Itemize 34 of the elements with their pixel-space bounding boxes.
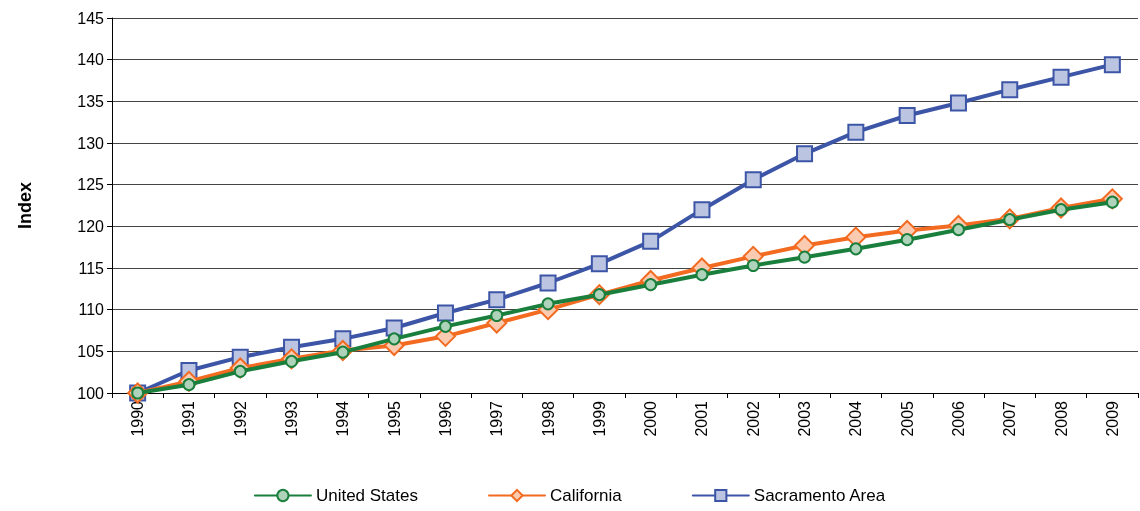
x-tick-label: 1993 xyxy=(283,400,301,437)
y-tick-label: 135 xyxy=(77,92,105,110)
y-tick-label: 145 xyxy=(77,9,105,27)
y-tick-label: 105 xyxy=(77,342,105,360)
x-tick-label: 1994 xyxy=(334,400,352,437)
x-tick-label: 2006 xyxy=(949,400,967,437)
x-tick-label: 2003 xyxy=(796,400,814,437)
y-tick-label: 130 xyxy=(77,134,105,152)
y-tick-label: 140 xyxy=(77,51,105,69)
y-tick-label: 115 xyxy=(78,259,105,277)
legend-label: California xyxy=(549,486,623,505)
x-tick-label: 1995 xyxy=(385,400,403,437)
y-axis-title: Index xyxy=(15,181,35,230)
y-tick-label: 110 xyxy=(78,301,105,319)
x-tick-label: 1998 xyxy=(539,400,557,437)
x-tick-label: 2002 xyxy=(744,400,762,437)
x-tick-label: 1990 xyxy=(129,400,147,437)
x-tick-label: 2008 xyxy=(1052,400,1070,437)
x-tick-label: 1997 xyxy=(488,400,506,437)
x-tick-label: 2005 xyxy=(898,400,916,437)
y-tick-label: 125 xyxy=(77,176,105,194)
y-tick-label: 120 xyxy=(77,217,105,235)
y-tick-label: 100 xyxy=(77,384,105,402)
x-tick-label: 1996 xyxy=(436,400,454,437)
x-tick-label: 2009 xyxy=(1103,400,1121,437)
x-tick-label: 2001 xyxy=(693,400,711,437)
x-tick-label: 2007 xyxy=(1001,400,1019,437)
x-tick-label: 1992 xyxy=(231,400,249,437)
legend-label: Sacramento Area xyxy=(753,486,886,505)
x-tick-label: 1999 xyxy=(590,400,608,437)
x-tick-label: 1991 xyxy=(180,400,198,437)
legend-label: United States xyxy=(315,486,418,505)
x-tick-label: 2000 xyxy=(642,400,660,437)
x-tick-label: 2004 xyxy=(847,400,865,437)
